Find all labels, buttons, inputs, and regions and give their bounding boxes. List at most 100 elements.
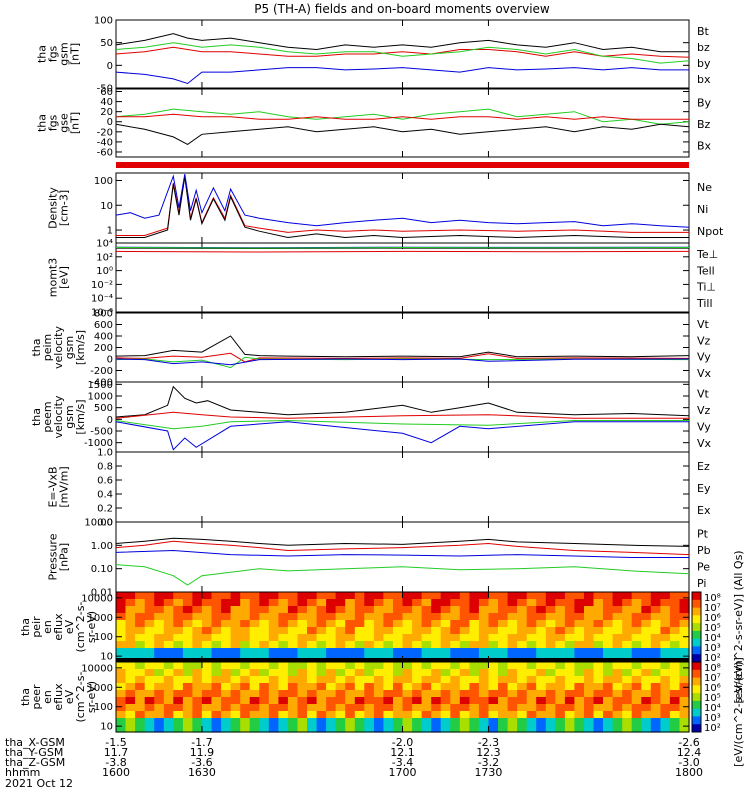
heat-cell	[173, 620, 184, 628]
heat-cell	[154, 606, 165, 614]
heat-cell	[593, 648, 604, 656]
heat-cell	[135, 620, 146, 628]
heat-cell	[240, 641, 251, 649]
series-line-by	[115, 42, 690, 64]
heat-cell	[574, 690, 585, 698]
heat-cell	[335, 669, 346, 677]
y-axis-label: [mV/m]	[58, 466, 71, 507]
heat-cell	[316, 683, 327, 691]
heat-cell	[221, 669, 232, 677]
heat-cell	[421, 711, 432, 719]
heat-cell	[421, 599, 432, 607]
heat-cell	[354, 641, 365, 649]
heat-cell	[259, 711, 270, 719]
heat-cell	[660, 634, 671, 642]
y-tick-label: 1500	[88, 380, 113, 391]
heat-cell	[345, 592, 356, 600]
y-axis-label: gsm	[58, 42, 71, 65]
heat-cell	[421, 627, 432, 635]
y-axis-label: velocity	[52, 395, 65, 438]
heat-cell	[364, 683, 375, 691]
heat-cell	[545, 592, 556, 600]
heat-cell	[536, 599, 547, 607]
heat-cell	[393, 683, 404, 691]
heat-cell	[230, 613, 241, 621]
heat-cell	[144, 704, 155, 712]
y-axis-label: (cm^2-s-	[74, 672, 87, 723]
series-line-Vt	[115, 335, 690, 358]
heat-cell	[574, 704, 585, 712]
heat-cell	[669, 613, 681, 621]
heat-cell	[478, 683, 490, 691]
ephemeris-value: 1800	[675, 766, 703, 779]
heat-cell	[469, 620, 480, 628]
heat-cell	[478, 627, 490, 635]
heat-cell	[373, 662, 385, 670]
heat-cell	[201, 690, 213, 698]
heat-cell	[421, 704, 432, 712]
heat-cell	[555, 634, 566, 642]
heat-cell	[421, 613, 432, 621]
heat-cell	[249, 613, 260, 621]
heat-cell	[440, 669, 451, 677]
heat-cell	[221, 697, 232, 705]
heat-cell	[641, 627, 652, 635]
heat-cell	[631, 669, 642, 677]
heat-cell	[211, 627, 222, 635]
heat-cell	[507, 697, 518, 705]
heat-cell	[488, 613, 499, 621]
heat-cell	[116, 662, 127, 670]
heat-cell	[201, 662, 213, 670]
heat-cell	[135, 676, 146, 684]
heat-cell	[564, 613, 576, 621]
heat-cell	[459, 725, 470, 733]
heat-cell	[660, 662, 671, 670]
heat-cell	[182, 627, 194, 635]
heat-cell	[354, 634, 365, 642]
heat-cell	[192, 704, 203, 712]
heat-cell	[135, 690, 146, 698]
heat-cell	[660, 592, 671, 600]
heat-cell	[450, 683, 461, 691]
heat-cell	[631, 697, 642, 705]
heat-cell	[478, 613, 490, 621]
heat-cell	[307, 648, 318, 656]
heat-cell	[307, 627, 318, 635]
heat-cell	[221, 599, 232, 607]
heat-cell	[660, 606, 671, 614]
heat-cell	[297, 620, 308, 628]
series-line-Vy	[115, 356, 690, 369]
heat-cell	[316, 690, 327, 698]
heat-cell	[297, 592, 308, 600]
heat-cell	[488, 606, 499, 614]
heat-cell	[268, 613, 279, 621]
heat-cell	[679, 648, 690, 656]
heat-cell	[116, 711, 127, 719]
heat-cell	[526, 627, 537, 635]
heat-cell	[478, 704, 490, 712]
heat-cell	[211, 704, 222, 712]
series-line-Pi	[115, 549, 689, 558]
heat-cell	[182, 599, 194, 607]
heat-cell	[182, 704, 194, 712]
heat-cell	[450, 627, 461, 635]
colorbar-swatch	[692, 623, 701, 632]
heat-cell	[354, 676, 365, 684]
legend-label: Bt	[697, 25, 710, 38]
heat-cell	[641, 697, 652, 705]
heat-cell	[268, 718, 279, 726]
heat-cell	[459, 676, 470, 684]
heat-cell	[669, 641, 681, 649]
heat-cell	[564, 669, 576, 677]
y-tick-label: 100	[94, 176, 113, 187]
heat-cell	[182, 648, 194, 656]
colorbar-swatch	[692, 599, 701, 609]
heat-cell	[393, 592, 404, 600]
heat-cell	[660, 690, 671, 698]
heat-cell	[488, 592, 499, 600]
heat-cell	[259, 648, 270, 656]
heat-cell	[507, 641, 518, 649]
y-tick-label: 10⁰	[96, 266, 113, 277]
heat-cell	[536, 606, 547, 614]
heat-cell	[297, 690, 308, 698]
